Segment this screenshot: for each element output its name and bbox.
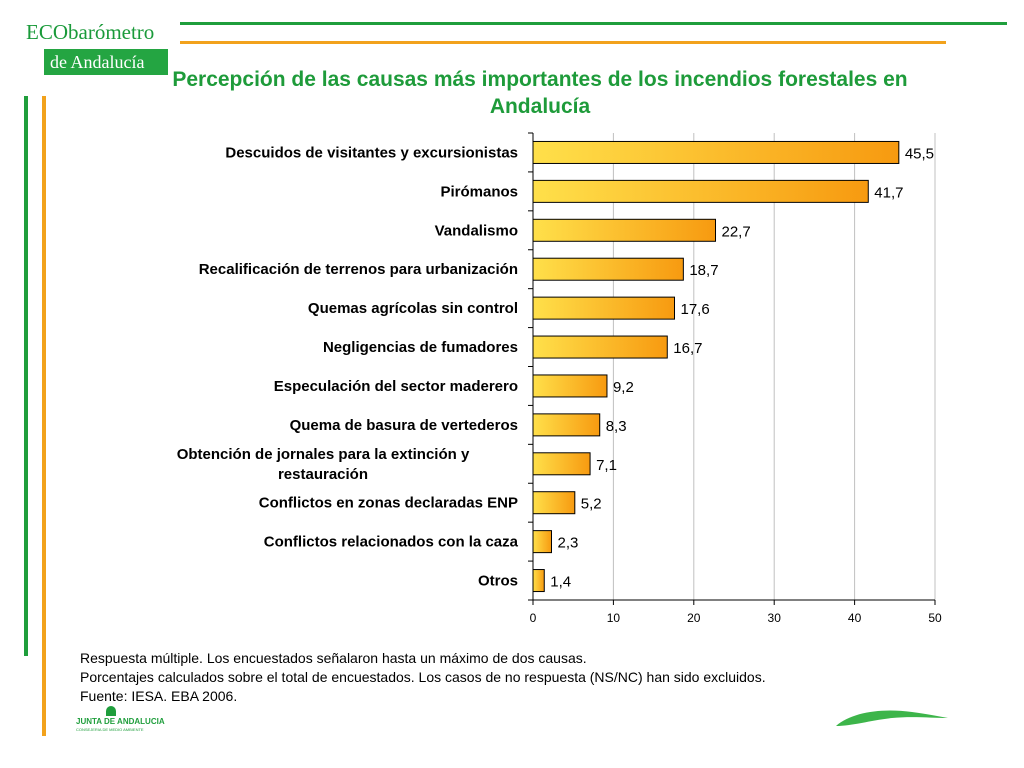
bar bbox=[532, 140, 900, 164]
footnote-multiple-response: Respuesta múltiple. Los encuestados seña… bbox=[80, 650, 587, 666]
data-label: 9,2 bbox=[613, 379, 634, 396]
x-tick-label: 20 bbox=[687, 611, 701, 625]
data-label: 1,4 bbox=[550, 574, 571, 591]
logo-barometro: barómetro bbox=[68, 20, 155, 44]
bar bbox=[532, 491, 576, 515]
data-label: 16,7 bbox=[673, 340, 702, 357]
labels: 0 10 20 30 40 50 45,5 Descuidos de visitantes y… bbox=[177, 144, 942, 625]
category-label: Otros bbox=[478, 573, 518, 590]
category-label: Pirómanos bbox=[440, 183, 518, 200]
bar bbox=[532, 296, 676, 320]
logo-wordmark: ECObarómetro bbox=[26, 20, 154, 45]
category-label: Especulación del sector maderero bbox=[274, 378, 518, 395]
left-orange-rule bbox=[42, 96, 46, 736]
green-swoosh-icon bbox=[836, 710, 948, 726]
x-tick-label: 40 bbox=[848, 611, 862, 625]
data-label: 8,3 bbox=[606, 418, 627, 435]
category-label: Recalificación de terrenos para urbaniza… bbox=[199, 261, 518, 278]
x-tick-label: 30 bbox=[768, 611, 782, 625]
bar-chart: 0 10 20 30 40 50 45,5 Descuidos de visitantes y… bbox=[177, 132, 942, 625]
top-orange-rule bbox=[180, 41, 946, 44]
bar bbox=[532, 257, 684, 281]
gridlines bbox=[612, 133, 936, 600]
junta-subtitle: CONSEJERIA DE MEDIO AMBIENTE bbox=[76, 727, 144, 732]
data-label: 22,7 bbox=[722, 223, 751, 240]
data-label: 18,7 bbox=[689, 262, 718, 279]
category-label: Obtención de jornales para la extinción … bbox=[177, 446, 470, 483]
data-label: 17,6 bbox=[681, 301, 710, 318]
category-label: Quema de basura de vertederos bbox=[290, 417, 518, 434]
ecobarometro-logo: ECObarómetro de Andalucía bbox=[18, 18, 173, 78]
bar bbox=[532, 335, 668, 359]
bar bbox=[532, 452, 591, 476]
x-tick-label: 0 bbox=[530, 611, 537, 625]
data-label: 7,1 bbox=[596, 457, 617, 474]
bar bbox=[532, 179, 869, 203]
left-green-rule bbox=[24, 96, 28, 656]
data-label: 41,7 bbox=[874, 184, 903, 201]
chart-title: Percepción de las causas más importantes… bbox=[172, 68, 908, 118]
top-green-rule bbox=[180, 22, 1007, 25]
data-label: 5,2 bbox=[581, 496, 602, 513]
junta-name: JUNTA DE ANDALUCIA bbox=[76, 717, 165, 726]
data-label: 2,3 bbox=[557, 535, 578, 552]
logo-eco: ECO bbox=[26, 20, 68, 44]
category-label: Descuidos de visitantes y excursionistas bbox=[225, 144, 518, 161]
junta-andalucia-logo: JUNTA DE ANDALUCIA CONSEJERIA DE MEDIO A… bbox=[76, 706, 176, 736]
category-label: Negligencias de fumadores bbox=[323, 339, 518, 356]
bar bbox=[532, 569, 545, 593]
bar bbox=[532, 413, 601, 437]
footnote-percentages: Porcentajes calculados sobre el total de… bbox=[80, 669, 766, 685]
footnotes: Respuesta múltiple. Los encuestados seña… bbox=[80, 649, 980, 706]
logo-region: de Andalucía bbox=[44, 49, 168, 75]
bar bbox=[532, 374, 608, 398]
category-label: Conflictos en zonas declaradas ENP bbox=[259, 495, 518, 512]
category-label: Vandalismo bbox=[435, 222, 518, 239]
bar bbox=[532, 218, 717, 242]
junta-emblem-icon bbox=[106, 706, 116, 716]
axes bbox=[528, 132, 936, 605]
footnote-source: Fuente: IESA. EBA 2006. bbox=[80, 688, 238, 704]
data-label: 45,5 bbox=[905, 145, 934, 162]
bar bbox=[532, 530, 552, 554]
x-tick-label: 50 bbox=[928, 611, 942, 625]
category-label: Quemas agrícolas sin control bbox=[308, 300, 518, 317]
bars bbox=[532, 140, 900, 593]
x-tick-label: 10 bbox=[607, 611, 621, 625]
category-label: Conflictos relacionados con la caza bbox=[264, 534, 519, 551]
